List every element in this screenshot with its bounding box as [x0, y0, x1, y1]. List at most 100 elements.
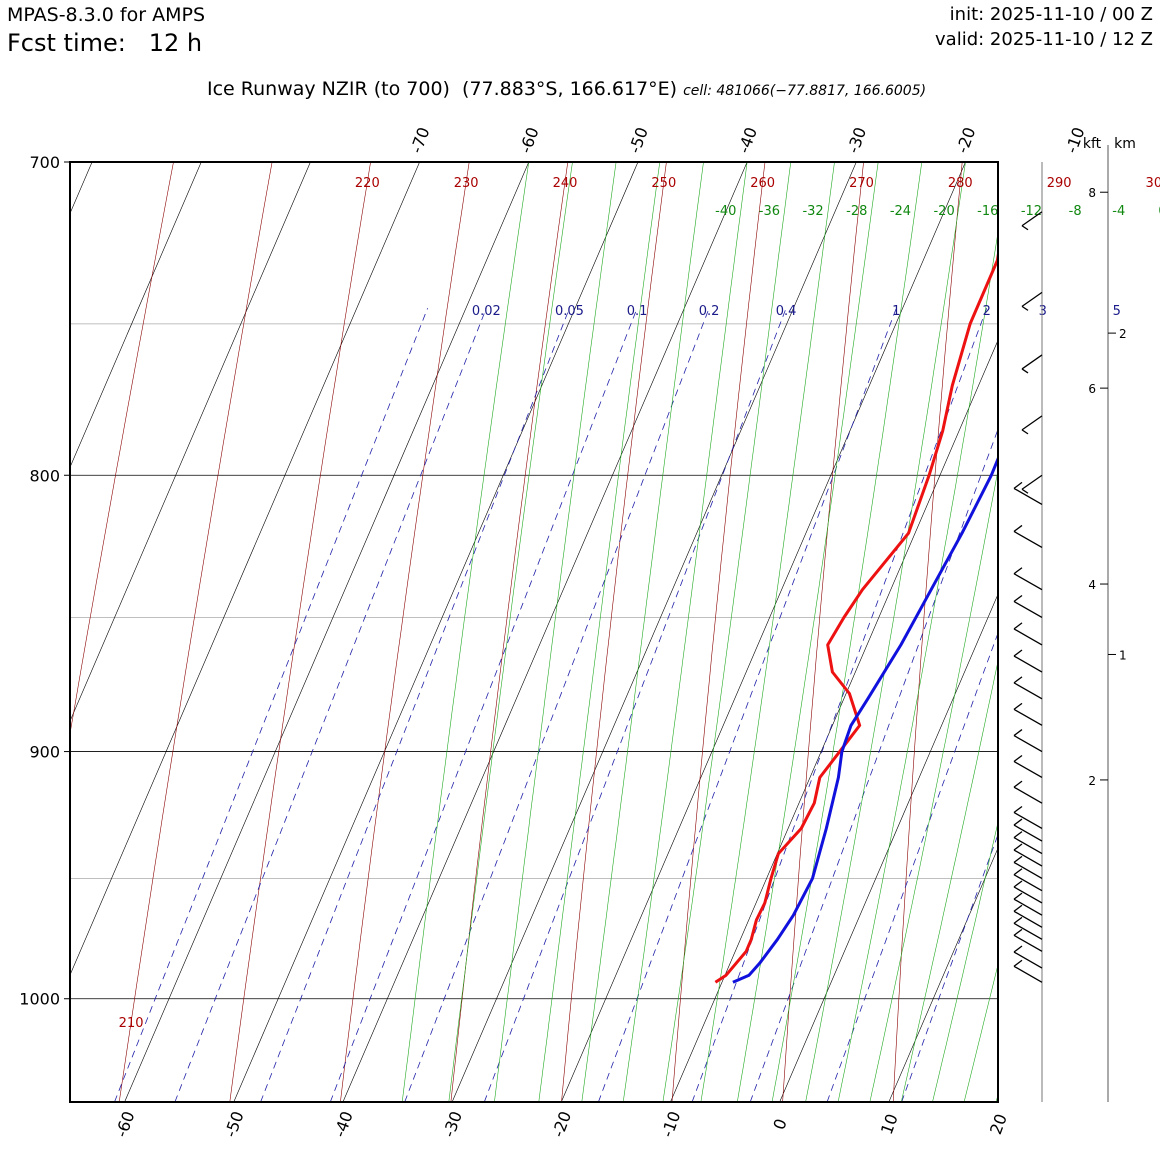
dry-adiabat: [1114, 162, 1159, 1102]
wind-barb-shaft: [1013, 837, 1043, 855]
profile-layer: [714, 247, 998, 984]
moist-adiabat-label: -36: [759, 204, 780, 219]
isotherm: [997, 1101, 998, 1102]
height-tick-label-kft: 6: [1088, 382, 1096, 396]
wind-barb-flag: [1013, 805, 1023, 814]
dry-adiabat: [229, 162, 371, 1102]
moist-adiabat-label: -8: [1069, 204, 1082, 219]
temperature-tick-label-bottom: -10: [658, 1109, 685, 1140]
mixing-ratio-label: 0.05: [555, 304, 584, 319]
wind-barb-flag: [1021, 368, 1029, 374]
height-tick-label-kft: 8: [1088, 186, 1096, 200]
wind-barb-icon: [1021, 291, 1043, 311]
wind-barb-shaft: [1013, 628, 1043, 646]
wind-barb-shaft: [1013, 922, 1043, 940]
mixing-ratio-line: [174, 308, 487, 1102]
temperature-tick-label-top: -70: [407, 125, 434, 156]
wind-height-panel: kft km 8 6 4 2 2 1: [1013, 136, 1136, 1102]
dry-adiabat: [892, 162, 963, 1102]
temperature-tick-label-bottom: -60: [112, 1109, 139, 1140]
wind-barb-flag: [1021, 488, 1029, 494]
wind-barb-icon: [1021, 474, 1043, 494]
mixing-ratio-label: 5: [1113, 304, 1121, 319]
axis-layer: 700 800 900 1000 -60 -50 -40 -30 -20 -10 0 10 20 -70 -…: [19, 125, 1088, 1140]
wind-barb-shaft: [1013, 965, 1043, 983]
dry-adiabat-label: 230: [454, 176, 479, 191]
wind-barb-shaft: [1013, 735, 1043, 753]
wind-barb-icon: [1013, 805, 1043, 830]
dry-adiabat: [561, 162, 667, 1102]
isotherm: [124, 162, 530, 1102]
moist-adiabat: [901, 659, 998, 1102]
wind-barb-flag: [1013, 567, 1023, 575]
wind-barb-icon: [1013, 702, 1043, 726]
wind-barb-flag: [1013, 676, 1023, 684]
temperature-tick-label-top: -30: [843, 125, 870, 156]
moist-adiabat-label: -16: [977, 204, 998, 219]
wind-barb-flag: [1013, 868, 1023, 876]
wind-barb-flag: [1013, 481, 1023, 489]
temperature-profile-line: [714, 247, 998, 984]
wind-barb-flag: [1013, 649, 1023, 657]
dry-adiabat: [1004, 162, 1061, 1102]
wind-barb-flag: [1013, 831, 1023, 839]
wind-barb-icon: [1013, 524, 1043, 549]
mixing-ratio-line: [404, 308, 710, 1102]
wind-barb-icon: [1013, 945, 1043, 969]
wind-barb-shaft: [1013, 760, 1043, 779]
isotherm: [70, 162, 93, 215]
wind-barb-shaft: [1013, 824, 1043, 842]
plot-frame: [69, 161, 999, 1103]
pressure-tick-label: 700: [29, 153, 60, 172]
wind-barb-flag: [1013, 904, 1023, 912]
dry-adiabat-label: 260: [750, 176, 775, 191]
wind-barb-shaft: [1013, 849, 1043, 867]
mixing-ratio-label: 0.4: [776, 304, 797, 319]
height-axis-kft-label: kft: [1083, 136, 1102, 152]
wind-barb-shaft: [1013, 886, 1043, 904]
moist-adiabat-label: -40: [715, 204, 736, 219]
isotherm: [888, 847, 998, 1102]
wind-barb-icon: [1013, 729, 1043, 753]
temperature-tick-label-bottom: 20: [986, 1111, 1011, 1137]
wind-barb-icon: [1013, 649, 1043, 673]
wind-barb-flag: [1013, 754, 1023, 763]
wind-barb-shaft: [1021, 211, 1043, 227]
wind-barb-shaft: [1013, 530, 1043, 549]
temperature-tick-label-bottom: -50: [221, 1109, 248, 1140]
wind-barb-icon: [1013, 831, 1043, 855]
wind-barb-icon: [1013, 567, 1043, 591]
moist-adiabat: [1062, 162, 1160, 1102]
wind-barb-flag: [1013, 818, 1023, 826]
isotherm: [561, 162, 966, 1102]
wind-barb-shaft: [1021, 354, 1043, 370]
mixing-ratio-label: 0.02: [472, 304, 501, 319]
temperature-tick-label-bottom: -20: [548, 1109, 575, 1140]
height-tick-label-km: 2: [1119, 327, 1127, 341]
wind-barb-icon: [1021, 211, 1043, 231]
forecast-time-label: Fcst time:: [7, 29, 126, 57]
wind-barb-icon: [1013, 843, 1043, 867]
moist-adiabat: [1097, 162, 1160, 1102]
moist-adiabat: [401, 162, 530, 1102]
wind-barb-shaft: [1021, 415, 1043, 431]
isotherm: [233, 162, 639, 1102]
temperature-tick-label-top: -50: [625, 125, 652, 156]
height-tick-label-km: 1: [1119, 648, 1127, 662]
dry-adiabat-label: 240: [553, 176, 578, 191]
wind-barb-flag: [1013, 892, 1023, 900]
wind-barb-flag: [1013, 702, 1023, 710]
wind-barb-shaft: [1013, 811, 1043, 830]
wind-barb-flag: [1013, 729, 1023, 737]
wind-barb-icon: [1013, 622, 1043, 646]
wind-barb-flag: [1021, 225, 1029, 231]
mixing-ratio-line: [691, 308, 988, 1102]
wind-barb-shaft: [1013, 861, 1043, 879]
wind-barb-icon: [1013, 959, 1043, 983]
wind-barb-flag: [1013, 594, 1023, 602]
wind-barb-icon: [1013, 928, 1043, 952]
wind-barb-shaft: [1013, 708, 1043, 726]
moist-adiabat-label: -32: [802, 204, 823, 219]
dry-adiabat: [671, 162, 766, 1102]
wind-barb-icon: [1013, 892, 1043, 916]
